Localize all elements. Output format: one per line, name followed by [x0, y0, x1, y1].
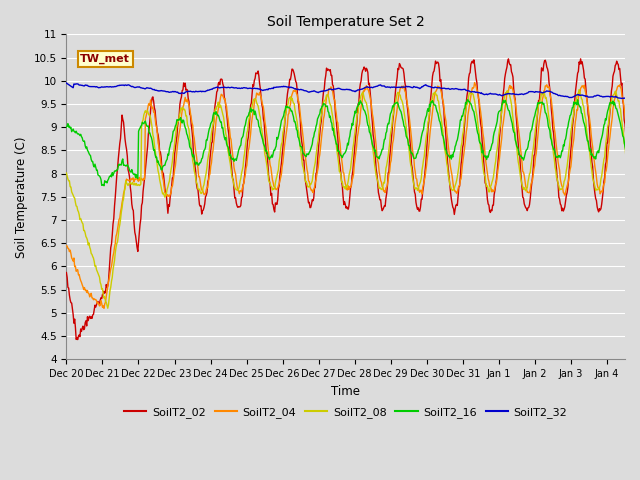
- Text: TW_met: TW_met: [81, 54, 131, 64]
- Legend: SoilT2_02, SoilT2_04, SoilT2_08, SoilT2_16, SoilT2_32: SoilT2_02, SoilT2_04, SoilT2_08, SoilT2_…: [120, 402, 572, 422]
- X-axis label: Time: Time: [332, 384, 360, 397]
- Title: Soil Temperature Set 2: Soil Temperature Set 2: [267, 15, 424, 29]
- Y-axis label: Soil Temperature (C): Soil Temperature (C): [15, 136, 28, 258]
